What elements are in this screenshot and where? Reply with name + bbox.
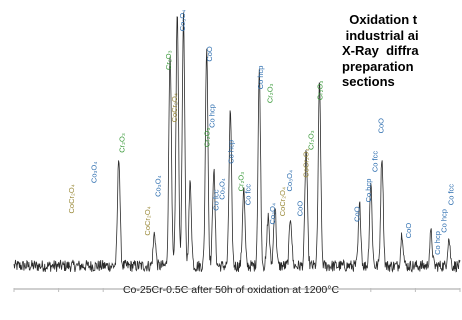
peak-label-12: Co hcp xyxy=(208,104,217,128)
peak-label-17: Co fcc xyxy=(243,184,252,206)
peak-label-19: Cr₂O₃ xyxy=(266,83,275,103)
peak-label-10: Cr₂O₃ xyxy=(202,127,211,147)
side-text-line-5: sections xyxy=(342,74,395,89)
peak-label-3: CoCr₂O₄ xyxy=(143,206,152,235)
peak-label-32: Co hcp xyxy=(433,231,442,255)
peak-label-15: Co hcp xyxy=(226,140,235,164)
peak-label-34: Co fcc xyxy=(446,184,455,206)
peak-label-13: Co fcc xyxy=(211,189,220,211)
peak-label-6: CoCr₂O₄ xyxy=(170,93,179,122)
peak-label-7: Co₃O₄ xyxy=(178,10,187,32)
peak-label-26: Cr₂O₃ xyxy=(316,81,325,101)
peak-label-11: CoO xyxy=(205,46,214,62)
side-description: Oxidation t industrial ai X-Ray diffra pre… xyxy=(342,12,462,90)
side-text-line-2: industrial ai xyxy=(342,27,419,43)
peak-label-5: Cr₂O₃ xyxy=(164,50,173,70)
peak-label-28: Co hcp xyxy=(364,179,373,203)
side-text-line-3: X-Ray diffra xyxy=(342,43,419,58)
peak-label-21: CoCr₂O₄ xyxy=(278,187,287,216)
peak-label-29: Co fcc xyxy=(370,151,379,173)
peak-label-4: Co₃O₄ xyxy=(153,175,162,197)
peak-label-30: CoO xyxy=(376,118,385,134)
peak-label-18: Co hcp xyxy=(256,66,265,90)
peak-label-0: CoCr₂O₄ xyxy=(67,184,76,213)
peak-label-1: Co₃O₄ xyxy=(90,162,99,184)
peak-label-25: Cr₂O₃ xyxy=(307,130,316,150)
side-text-line-4: preparation xyxy=(342,58,414,74)
peak-label-23: CoO xyxy=(296,201,305,217)
peak-label-16: Cr₂O₃ xyxy=(237,172,246,192)
chart-caption: Co-25Cr-0.5C after 50h of oxidation at 1… xyxy=(122,284,340,296)
peak-label-27: CoO xyxy=(353,206,362,222)
peak-label-31: CoO xyxy=(404,223,413,239)
peak-label-2: Cr₂O₃ xyxy=(118,133,127,153)
peak-label-22: Co₃O₄ xyxy=(285,170,294,192)
peak-label-14: Co₃O₄ xyxy=(217,178,226,200)
peak-label-24: CoCr₂O₄ xyxy=(301,148,310,177)
peak-label-20: Co₃O₄ xyxy=(268,203,277,225)
diffraction-trace xyxy=(13,12,461,273)
peak-label-33: Co hcp xyxy=(440,209,449,233)
side-text-line-1: Oxidation t xyxy=(342,12,418,27)
